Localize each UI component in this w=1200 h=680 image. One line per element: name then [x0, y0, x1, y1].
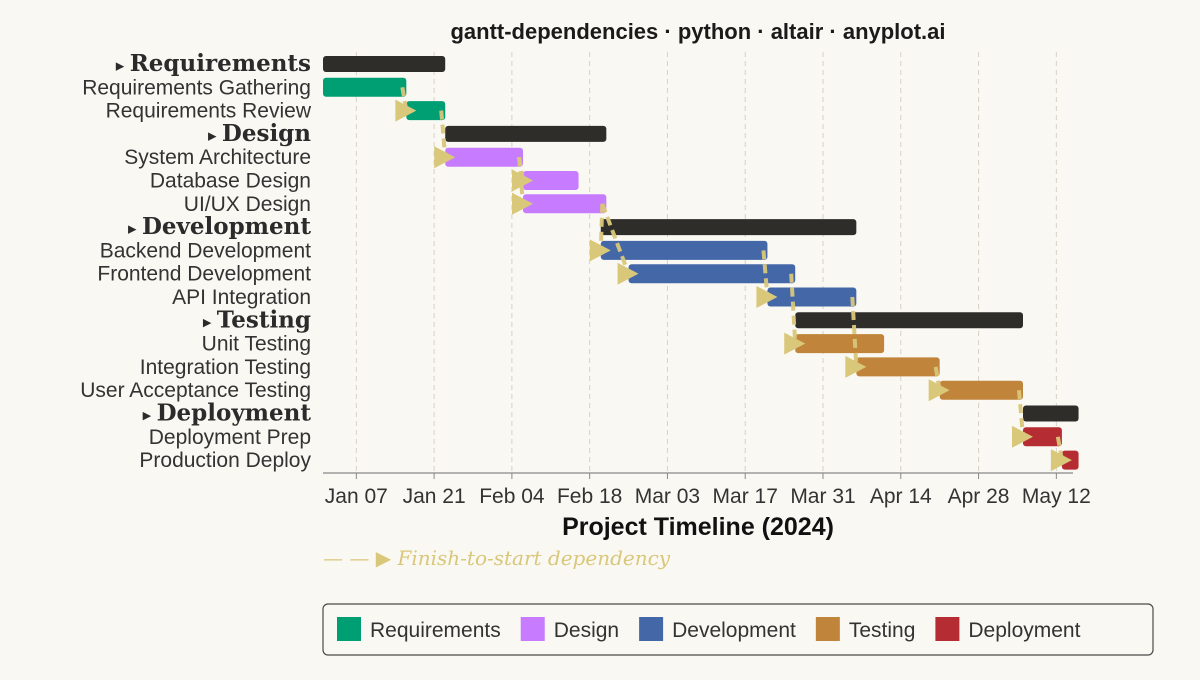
dependency-arrowhead: [395, 99, 417, 122]
x-tick-label: Mar 17: [713, 485, 778, 508]
x-axis: Jan 07 Jan 21 Feb 04 Feb 18 Mar 03 Mar 17 Mar …: [323, 472, 1091, 508]
group-marker-icon: ▸: [143, 406, 157, 426]
dependency-arrows: [395, 86, 1072, 472]
group-name: Development: [142, 213, 311, 240]
legend-box: [322, 603, 1154, 656]
legend-label: Development: [672, 619, 796, 642]
task-label: User Acceptance Testing: [80, 379, 311, 402]
legend-swatch: [520, 617, 545, 641]
group-name: Requirements: [130, 50, 311, 77]
group-bar: [1023, 405, 1079, 422]
x-tick-label: Apr 28: [948, 485, 1010, 508]
dependency-arrowhead: [784, 332, 806, 355]
legend-label: Design: [554, 619, 619, 642]
task-label: Database Design: [150, 170, 311, 193]
task-bar: [523, 171, 579, 190]
chart-title: gantt-dependencies · python · altair · a…: [450, 19, 945, 44]
grid-lines: [355, 52, 1057, 473]
task-label: Deployment Prep: [149, 426, 311, 449]
group-bar: [445, 125, 607, 142]
task-label: Requirements Review: [106, 100, 312, 123]
dependency-line: [761, 250, 770, 298]
legend-swatch: [639, 617, 664, 641]
task-bar: [1023, 427, 1062, 447]
group-bar: [323, 56, 446, 72]
dependency-arrowhead: [512, 169, 533, 192]
x-tick-label: Feb 18: [557, 485, 622, 508]
task-label: Integration Testing: [140, 356, 311, 379]
task-label: API Integration: [172, 286, 311, 309]
x-tick-label: Mar 31: [790, 485, 855, 508]
task-bar: [523, 194, 607, 214]
group-bar: [600, 219, 857, 236]
dependency-annotation: — — ▶ Finish-to-start dependency: [323, 546, 671, 570]
group-marker-icon: ▸: [116, 56, 130, 76]
legend-label: Deployment: [968, 619, 1080, 642]
group-label: ▸ Requirements: [116, 50, 311, 77]
dependency-arrowhead: [589, 239, 611, 262]
task-bar: [795, 334, 885, 354]
dependency-arrowhead: [756, 286, 778, 308]
legend-swatch: [815, 617, 840, 641]
dependency-line: [439, 110, 448, 158]
group-name: Deployment: [157, 400, 312, 427]
dependency-arrowhead: [928, 379, 950, 402]
task-bar: [406, 101, 446, 121]
group-label: ▸ Testing: [203, 306, 311, 333]
dependency-arrowhead: [434, 146, 456, 169]
task-bar: [445, 147, 523, 167]
dependency-line: [850, 296, 859, 368]
dependency-line: [517, 157, 525, 204]
group-marker-icon: ▸: [208, 126, 222, 146]
x-tick-label: Feb 04: [479, 485, 545, 508]
x-axis-title: Project Timeline (2024): [562, 513, 834, 541]
group-name: Design: [222, 120, 311, 147]
group-marker-icon: ▸: [203, 312, 217, 332]
task-bar: [939, 380, 1023, 400]
task-label: Requirements Gathering: [82, 76, 311, 99]
task-bar: [628, 264, 796, 284]
x-tick-label: Apr 14: [870, 485, 932, 508]
task-bar: [767, 287, 857, 307]
legend: Requirements Design Development Testing Depl…: [322, 603, 1154, 656]
task-bar: [856, 357, 940, 377]
task-bar: [600, 240, 768, 260]
dependency-line: [789, 273, 798, 344]
task-bar: [323, 77, 407, 97]
x-tick-label: Jan 21: [403, 485, 466, 508]
x-tick-label: Jan 07: [325, 485, 388, 508]
legend-swatch: [935, 617, 960, 641]
bars: [323, 56, 1079, 470]
x-tick-label: May 12: [1022, 485, 1091, 508]
dependency-arrowhead: [1050, 449, 1072, 472]
dependency-line: [598, 203, 605, 251]
group-marker-icon: ▸: [128, 219, 142, 239]
legend-label: Testing: [849, 619, 916, 642]
task-label: System Architecture: [124, 146, 311, 169]
legend-swatch: [337, 617, 361, 641]
task-label: Unit Testing: [202, 333, 311, 356]
dependency-line: [1017, 390, 1025, 437]
task-label: Frontend Development: [97, 263, 311, 286]
group-label: ▸ Design: [208, 120, 311, 147]
dependency-arrowhead: [512, 192, 533, 215]
x-tick-label: Mar 03: [635, 485, 700, 508]
dependency-arrowhead: [617, 262, 639, 285]
dependency-arrowhead: [845, 355, 867, 378]
group-bar: [795, 312, 1023, 329]
dependency-line: [600, 203, 631, 275]
group-name: Testing: [217, 306, 311, 333]
task-label: UI/UX Design: [184, 193, 311, 216]
legend-label: Requirements: [370, 619, 501, 642]
group-label: ▸ Development: [128, 213, 311, 240]
group-label: ▸ Deployment: [143, 400, 312, 427]
dependency-arrowhead: [1012, 425, 1033, 448]
task-label: Production Deploy: [139, 449, 311, 472]
task-label: Backend Development: [100, 239, 311, 262]
